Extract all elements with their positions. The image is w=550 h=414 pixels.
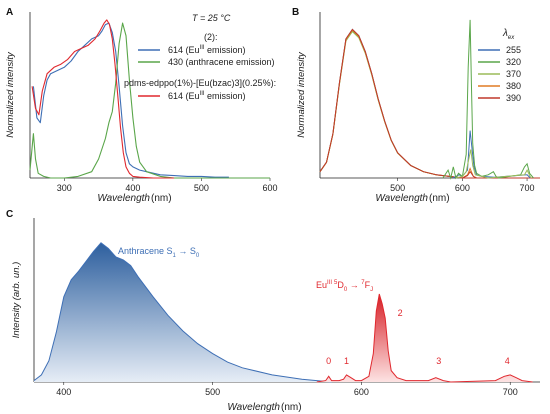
panel-label-c: C <box>6 209 13 220</box>
panel-c-x-tick-label: 400 <box>56 387 71 397</box>
panel-a-y-label: Normalized intensity <box>5 51 16 138</box>
panel-c-y-label: Intensity (arb. un.) <box>11 262 22 339</box>
panel-b-eu-peak-370 <box>455 149 532 179</box>
panel-b-series <box>319 19 540 180</box>
panel-b-legend-label-320: 320 <box>506 57 521 67</box>
panel-a-legend-header-2: pdms-edppo(1%)-[Eu(bzac)3](0.25%): <box>124 78 276 88</box>
panel-a-x-tick-label: 400 <box>125 183 140 193</box>
panel-c-series <box>33 242 533 383</box>
panel-b-eu-peak-320 <box>442 19 534 180</box>
panel-label-b: B <box>292 7 299 18</box>
panel-c-x-tick-label: 500 <box>205 387 220 397</box>
europium-band-fill <box>316 294 533 382</box>
panel-b-legend-title: λex <box>502 28 515 41</box>
anthracene-band-fill <box>34 242 332 382</box>
panel-b-x-tick-label: 500 <box>390 183 405 193</box>
panel-b-ticks: 500 600 700 <box>390 178 535 193</box>
panel-label-a: A <box>6 7 13 18</box>
panel-c-x-tick-label: 600 <box>354 387 369 397</box>
panel-a-ticks: 300 400 500 600 <box>57 178 278 193</box>
panel-b-legend-label-255: 255 <box>506 45 521 55</box>
panel-b-legend-label-380: 380 <box>506 81 521 91</box>
panel-a-series-line-2 <box>29 22 270 179</box>
panel-a-x-tick-label: 300 <box>57 183 72 193</box>
eu-peak-label-4: 4 <box>505 356 510 366</box>
panel-b-legend-label-370: 370 <box>506 69 521 79</box>
panel-a: 300 400 500 600 Normalized intensity Wavele… <box>5 12 278 204</box>
panel-c-peak-labels: 0 1 2 3 4 <box>326 308 510 366</box>
panel-c-x-tick-label: 700 <box>503 387 518 397</box>
panel-b-y-label: Normalized intensity <box>296 51 307 138</box>
panel-b-x-tick-label: 600 <box>455 183 470 193</box>
panel-a-x-label: Wavelength <box>97 193 150 204</box>
panel-a-legend-entry-1: 614 (EuIII emission) <box>168 45 246 55</box>
panel-c-x-label: Wavelength <box>227 402 280 413</box>
panel-b-eu-peak-255 <box>452 130 531 179</box>
panel-b-eu-peak-390 <box>462 170 482 179</box>
panel-a-legend-entry-2: 430 (anthracene emission) <box>168 57 275 67</box>
panel-a-legend-entry-3: 614 (EuIII emission) <box>168 91 246 101</box>
eu-peak-label-2: 2 <box>398 308 403 318</box>
panel-b-legend: 255 320 370 380 390 <box>478 45 521 103</box>
panel-b-x-unit: (nm) <box>429 193 450 204</box>
panel-a-x-tick-label: 600 <box>262 183 277 193</box>
eu-peak-label-0: 0 <box>326 356 331 366</box>
anthracene-annotation: Anthracene S1 → S0 <box>118 246 200 259</box>
anthracene-band-line <box>33 242 332 383</box>
europium-band-line <box>316 293 533 383</box>
panel-a-legend-header-1: (2): <box>204 32 218 42</box>
eu-peak-label-1: 1 <box>344 356 349 366</box>
panel-a-temperature: T = 25 °C <box>192 13 231 23</box>
eu-peak-label-3: 3 <box>436 356 441 366</box>
panel-c: 400 500 600 700 Intensity (arb. un.) Wavele… <box>11 218 540 413</box>
panel-c-ticks: 400 500 600 700 <box>56 382 518 397</box>
europium-annotation: EuIII 5D0 → 7FJ <box>316 280 373 293</box>
panel-b-x-tick-label: 700 <box>520 183 535 193</box>
panel-a-x-tick-label: 500 <box>194 183 209 193</box>
panel-c-x-unit: (nm) <box>281 402 302 413</box>
panel-b-legend-label-390: 390 <box>506 93 521 103</box>
panel-a-series-line-3 <box>31 19 174 179</box>
panel-a-x-unit: (nm) <box>151 193 172 204</box>
panel-b: 500 600 700 Normalized intensity Wavelengt… <box>296 12 540 204</box>
panel-b-x-label: Wavelength <box>375 193 428 204</box>
panel-a-series <box>29 19 270 179</box>
